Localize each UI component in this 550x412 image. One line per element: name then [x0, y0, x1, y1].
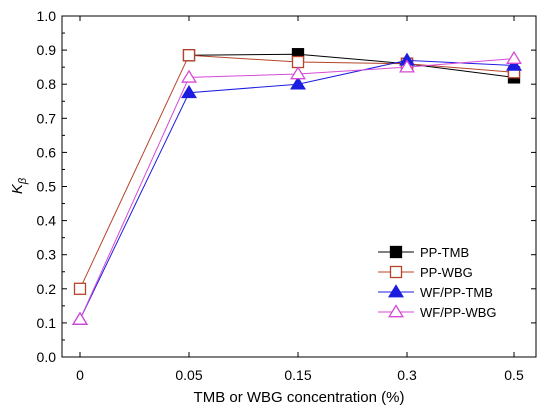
x-tick-label: 0.3: [397, 367, 417, 383]
data-point: [290, 76, 306, 90]
x-axis: 0 0.05 0.15 0.3 0.5: [76, 16, 524, 383]
y-tick-label: 0.7: [37, 110, 57, 126]
data-point: [181, 69, 197, 83]
data-point: [291, 55, 305, 69]
legend-marker: [388, 304, 404, 318]
series-pp-tmb: [182, 48, 521, 84]
legend-marker: [389, 245, 403, 259]
legend-label: PP-TMB: [420, 245, 469, 260]
legend-label: WF/PP-WBG: [420, 305, 497, 320]
data-point: [506, 50, 522, 64]
x-tick-label: 0: [76, 367, 84, 383]
series-wf-pp-wbg: [72, 50, 522, 325]
y-tick-label: 0.5: [37, 179, 57, 195]
legend-entry: WF/PP-WBG: [378, 304, 497, 320]
legend-entry: WF/PP-TMB: [378, 284, 493, 300]
x-tick-label: 0.5: [504, 367, 524, 383]
y-tick-label: 0.3: [37, 247, 57, 263]
series-line: [188, 53, 515, 78]
legend: PP-TMB PP-WBG WF/PP-TMB WF/PP-WBG: [378, 245, 497, 320]
y-tick-label: 0.4: [37, 213, 57, 229]
data-point: [72, 311, 88, 325]
data-point: [399, 59, 415, 73]
x-tick-label: 0.05: [175, 367, 202, 383]
y-tick-label: 0.8: [37, 76, 57, 92]
y-tick-label: 0.1: [37, 315, 57, 331]
y-axis-label: Kβ: [9, 177, 29, 194]
legend-marker: [388, 284, 404, 298]
series-layer: [72, 48, 522, 325]
legend-marker: [389, 265, 403, 279]
x-tick-label: 0.15: [284, 367, 311, 383]
y-axis-label-main: K: [9, 183, 26, 194]
legend-label: PP-WBG: [420, 265, 473, 280]
data-point: [506, 57, 522, 71]
data-point: [73, 282, 87, 295]
data-point: [290, 66, 306, 80]
y-axis: 0.0 0.1 0.2 0.3 0.4 0.5 0.6 0.7 0.8 0.9 1.0: [37, 8, 536, 365]
y-tick-label: 0.9: [37, 42, 57, 58]
legend-entry: PP-WBG: [378, 265, 473, 280]
x-axis-label: TMB or WBG concentration (%): [194, 389, 405, 406]
series-wf-pp-tmb: [72, 52, 522, 325]
data-point: [181, 84, 197, 99]
series-line: [79, 58, 515, 320]
y-tick-label: 1.0: [37, 8, 57, 24]
y-tick-label: 0.0: [37, 349, 57, 365]
y-tick-label: 0.6: [37, 144, 57, 160]
y-tick-label: 0.2: [37, 281, 57, 297]
data-point: [182, 49, 196, 62]
series-line: [79, 59, 515, 320]
legend-entry: PP-TMB: [378, 245, 469, 260]
y-axis-label-sub: β: [17, 177, 29, 185]
legend-label: WF/PP-TMB: [420, 285, 493, 300]
